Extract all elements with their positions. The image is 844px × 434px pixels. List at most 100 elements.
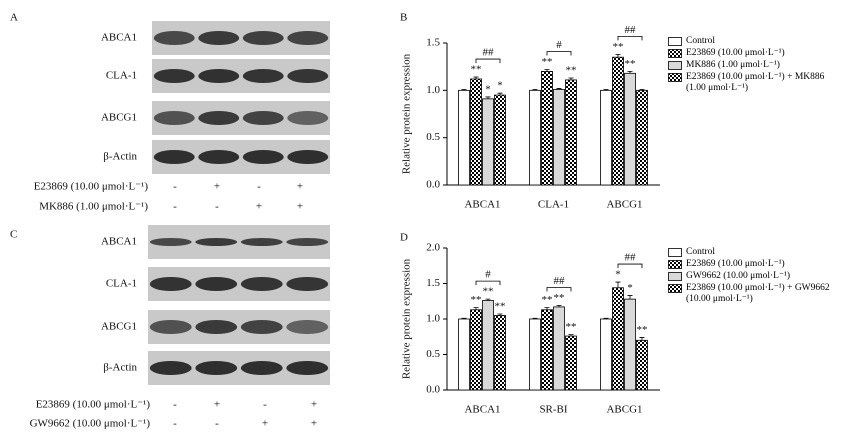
bracket: [475, 58, 501, 64]
panel-letter: B: [400, 12, 407, 24]
treatment-sign: +: [214, 181, 220, 193]
bar: [565, 335, 577, 391]
legend: Control E23869 (10.00 μmol·L⁻¹) GW9662 (10…: [668, 247, 840, 306]
error-bar: [485, 96, 491, 99]
blot-band: [153, 111, 195, 125]
significance-label: **: [495, 301, 506, 313]
error-bar: [627, 295, 633, 300]
y-tick-label: 1.5: [426, 277, 440, 289]
protein-label: ABCA1: [101, 236, 137, 248]
significance-label: **: [566, 321, 577, 333]
bracket: [546, 287, 572, 292]
legend-swatch-fill: [668, 37, 682, 46]
error-bar: [461, 88, 467, 91]
significance-label: **: [542, 294, 553, 306]
bracket-label: ##: [483, 47, 495, 59]
error-bar: [556, 88, 562, 90]
bar: [541, 71, 553, 186]
panel-letter: C: [10, 229, 17, 241]
bar: [553, 306, 565, 391]
legend-swatch-fill: [668, 61, 682, 70]
bracket: [617, 263, 643, 269]
bar: [529, 318, 541, 391]
treatment-sign: +: [311, 399, 317, 411]
blot-band: [153, 31, 195, 45]
blot-band: [240, 238, 283, 246]
blot-band: [149, 277, 192, 291]
bar: [612, 287, 624, 391]
treatment-label: MK886 (1.00 μmol·L⁻¹): [39, 201, 148, 213]
treatment-sign: +: [256, 201, 262, 213]
error-bar: [461, 317, 467, 319]
significance-label: **: [554, 292, 565, 304]
treatment-sign: +: [262, 418, 268, 430]
legend-swatch-fill: [668, 272, 682, 281]
legend-label: GW9662 (10.00 μmol·L⁻¹): [686, 271, 790, 281]
significance-label: **: [471, 294, 482, 306]
bar: [458, 89, 470, 186]
blot-band: [149, 320, 192, 334]
bracket: [475, 280, 501, 286]
error-bar: [485, 298, 491, 301]
error-bar: [568, 334, 574, 337]
treatment-sign: -: [215, 418, 219, 430]
error-bar: [639, 88, 645, 91]
legend-swatch-fill: [668, 49, 682, 58]
y-tick-label: 0.5: [426, 348, 440, 360]
y-axis-title: Relative protein expression: [401, 258, 413, 379]
treatment-sign: -: [173, 181, 177, 193]
bar: [541, 309, 553, 391]
blot-band: [286, 238, 329, 246]
blot-band: [242, 111, 284, 125]
bar: [482, 98, 494, 186]
treatment-sign: -: [263, 399, 267, 411]
legend-swatch-fill: [668, 284, 682, 293]
bar: [494, 315, 506, 391]
bar: [553, 88, 565, 186]
y-tick-label: 2.0: [426, 242, 440, 254]
blot-band: [242, 150, 284, 164]
blot-band: [195, 277, 238, 291]
legend: Control E23869 (10.00 μmol·L⁻¹) MK886 (1.0…: [668, 36, 840, 95]
legend-swatch: [668, 61, 682, 70]
bracket-label: ##: [625, 24, 637, 36]
treatment-sign: +: [214, 399, 220, 411]
blot-band: [149, 238, 192, 246]
legend-swatch: [668, 73, 682, 82]
error-bar: [544, 69, 550, 72]
significance-label: *: [627, 282, 633, 294]
treatment-sign: -: [215, 201, 219, 213]
x-tick-label: ABCA1: [464, 199, 500, 211]
legend-entry: Control: [668, 36, 840, 47]
legend-swatch: [668, 37, 682, 46]
bar: [470, 309, 482, 391]
treatment-sign: -: [173, 418, 177, 430]
bracket-label: ##: [625, 252, 637, 264]
legend-entry: Control: [668, 247, 840, 258]
blot-band: [195, 238, 238, 246]
error-bar: [532, 88, 538, 91]
bar: [529, 89, 541, 186]
protein-label: CLA-1: [106, 278, 137, 290]
x-tick-label: ABCG1: [606, 199, 642, 211]
blot-band: [287, 31, 329, 45]
blot-band: [240, 277, 283, 291]
bar: [600, 89, 612, 186]
bracket: [546, 51, 572, 56]
legend-label: E23869 (10.00 μmol·L⁻¹): [686, 259, 785, 269]
y-tick-label: 1.0: [426, 313, 440, 325]
blot-band: [286, 361, 329, 375]
bracket-label: #: [485, 269, 491, 281]
x-tick-label: CLA-1: [538, 199, 569, 211]
legend-swatch: [668, 49, 682, 58]
treatment-sign: +: [311, 418, 317, 430]
bracket: [617, 35, 643, 41]
blot-band: [286, 277, 329, 291]
blot-band: [153, 150, 195, 164]
error-bar: [639, 337, 645, 341]
blot-band: [153, 69, 195, 83]
error-bar: [532, 317, 538, 319]
legend-entry: E23869 (10.00 μmol·L⁻¹) + GW9662 (10.00 …: [668, 283, 840, 305]
y-axis-title: Relative protein expression: [401, 53, 413, 174]
